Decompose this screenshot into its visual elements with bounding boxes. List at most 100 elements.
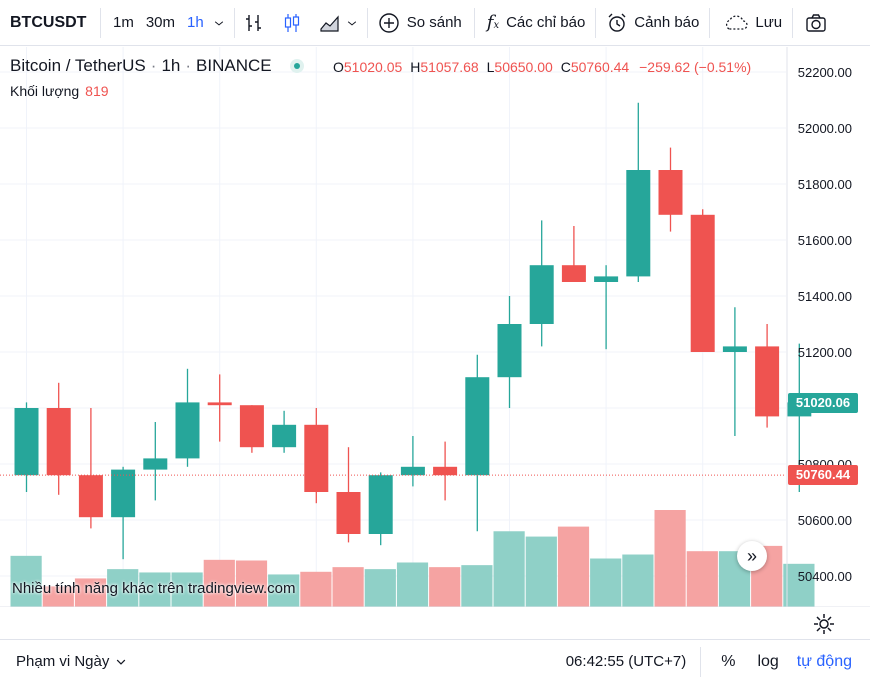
- legend-exchange: BINANCE: [196, 56, 272, 75]
- bars-icon: [245, 14, 261, 31]
- volume-bar: [107, 569, 139, 607]
- scroll-to-realtime-button[interactable]: »: [737, 541, 767, 571]
- candle-body: [755, 346, 780, 417]
- fx-icon: fx: [486, 12, 500, 33]
- compare-button[interactable]: So sánh: [368, 0, 474, 46]
- save-button[interactable]: Lưu: [710, 0, 792, 46]
- toolbar-divider: [709, 7, 711, 38]
- percent-toggle[interactable]: %: [721, 652, 736, 670]
- volume-bar: [525, 536, 557, 607]
- interval-dropdown[interactable]: [210, 0, 234, 46]
- candle-body: [304, 424, 329, 492]
- cloud-icon: [726, 14, 748, 30]
- volume-bar: [300, 571, 332, 607]
- open-value: 51020.05: [343, 59, 403, 75]
- volume-bar: [364, 569, 396, 607]
- low-label: L: [486, 59, 495, 75]
- chart-type-dropdown[interactable]: [343, 0, 367, 46]
- toolbar-divider: [473, 7, 475, 38]
- volume-bar: [493, 531, 525, 607]
- volume-bar: [42, 586, 74, 607]
- price-tick-label: 51200.00: [798, 345, 852, 360]
- price-tick-label: 52200.00: [798, 65, 852, 80]
- legend-dot-separator: ·: [185, 56, 192, 75]
- candle-body: [400, 466, 425, 476]
- double-chevron-right-icon: »: [746, 546, 757, 566]
- toolbar-divider: [595, 7, 597, 38]
- toolbar-divider: [100, 7, 101, 38]
- candle-body: [78, 475, 103, 518]
- candle-body: [111, 469, 136, 518]
- alert-label: Cảnh báo: [634, 14, 700, 31]
- candle-body: [465, 377, 490, 476]
- volume-bar: [396, 562, 429, 607]
- chevron-down-icon: [117, 659, 126, 665]
- candle-body: [658, 170, 683, 215]
- volume-bar: [622, 554, 654, 607]
- legend-title: Bitcoin / TetherUS: [10, 56, 146, 75]
- price-chart[interactable]: 50400.0050600.0050800.0051000.0051200.00…: [0, 47, 870, 607]
- clock-timezone[interactable]: 06:42:55 (UTC+7): [565, 653, 687, 670]
- candle-body: [561, 265, 586, 282]
- volume-bar: [686, 551, 718, 607]
- chart-settings-button[interactable]: [812, 612, 836, 636]
- last-price-tag: 51020.06: [788, 393, 858, 413]
- alert-button[interactable]: Cảnh báo: [596, 0, 709, 46]
- close-label: C: [560, 59, 571, 75]
- candle-body: [272, 424, 297, 448]
- interval-1m[interactable]: 1m: [113, 14, 134, 31]
- camera-icon: [806, 13, 826, 32]
- gear-icon: [814, 614, 834, 634]
- chevron-down-icon: [214, 20, 223, 26]
- alarm-clock-icon: [608, 13, 626, 32]
- snapshot-button[interactable]: [793, 0, 839, 46]
- interval-1h[interactable]: 1h: [187, 14, 204, 31]
- candle-body: [690, 214, 715, 352]
- top-toolbar: BTCUSDT 1m 30m 1h So sánh fx Các chỉ báo…: [0, 0, 870, 46]
- toolbar-divider: [792, 7, 794, 38]
- plus-circle-icon: [379, 12, 399, 33]
- bottom-toolbar: Phạm vi Ngày 06:42:55 (UTC+7) % log tự đ…: [0, 639, 870, 683]
- candle-body: [626, 170, 651, 277]
- compare-label: So sánh: [406, 14, 462, 31]
- volume-bar: [429, 567, 461, 607]
- interval-30m[interactable]: 30m: [145, 14, 176, 31]
- log-toggle[interactable]: log: [757, 652, 779, 670]
- volume-bar: [461, 565, 493, 607]
- volume-bar: [203, 559, 235, 607]
- price-axis: 50400.0050600.0050800.0051000.0051200.00…: [0, 47, 870, 607]
- volume-bar: [74, 578, 107, 607]
- area-type-button[interactable]: [311, 0, 343, 46]
- volume-bar: [139, 572, 171, 607]
- auto-scale-toggle[interactable]: tự động: [796, 652, 852, 670]
- volume-value: 819: [85, 83, 109, 99]
- price-tick-label: 51600.00: [798, 233, 852, 248]
- price-tick-label: 50400.00: [798, 569, 852, 584]
- candle-body: [143, 458, 168, 470]
- candlesticks: [0, 102, 812, 560]
- volume-label: Khối lượng: [10, 83, 80, 99]
- candle-body: [175, 402, 200, 459]
- area-chart-icon: [320, 14, 339, 32]
- bar-type-button[interactable]: [235, 0, 273, 46]
- candles-icon: [284, 13, 299, 32]
- toolbar-divider: [366, 7, 368, 38]
- close-value: 50760.44: [570, 59, 630, 75]
- symbol-search[interactable]: BTCUSDT: [10, 13, 87, 31]
- candle-body: [529, 265, 554, 324]
- candles-type-button[interactable]: [273, 0, 311, 46]
- save-label: Lưu: [755, 14, 783, 31]
- bottom-divider: [700, 646, 702, 677]
- indicators-button[interactable]: fx Các chỉ báo: [475, 0, 596, 46]
- low-value: 50650.00: [494, 59, 553, 75]
- candle-body: [594, 276, 619, 282]
- range-label: Phạm vi Ngày: [16, 653, 110, 670]
- volume-bars: [10, 510, 815, 607]
- tradingview-watermark[interactable]: Nhiều tính năng khác trên tradingview.co…: [12, 580, 296, 597]
- change-value: −259.62 (−0.51%): [639, 59, 752, 75]
- symbol-legend[interactable]: Bitcoin / TetherUS · 1h · BINANCE: [10, 56, 304, 76]
- candle-body: [14, 408, 39, 476]
- volume-legend[interactable]: Khối lượng 819: [10, 83, 109, 99]
- current-price-tag: 50760.44: [788, 465, 858, 485]
- range-selector[interactable]: Phạm vi Ngày: [16, 653, 128, 670]
